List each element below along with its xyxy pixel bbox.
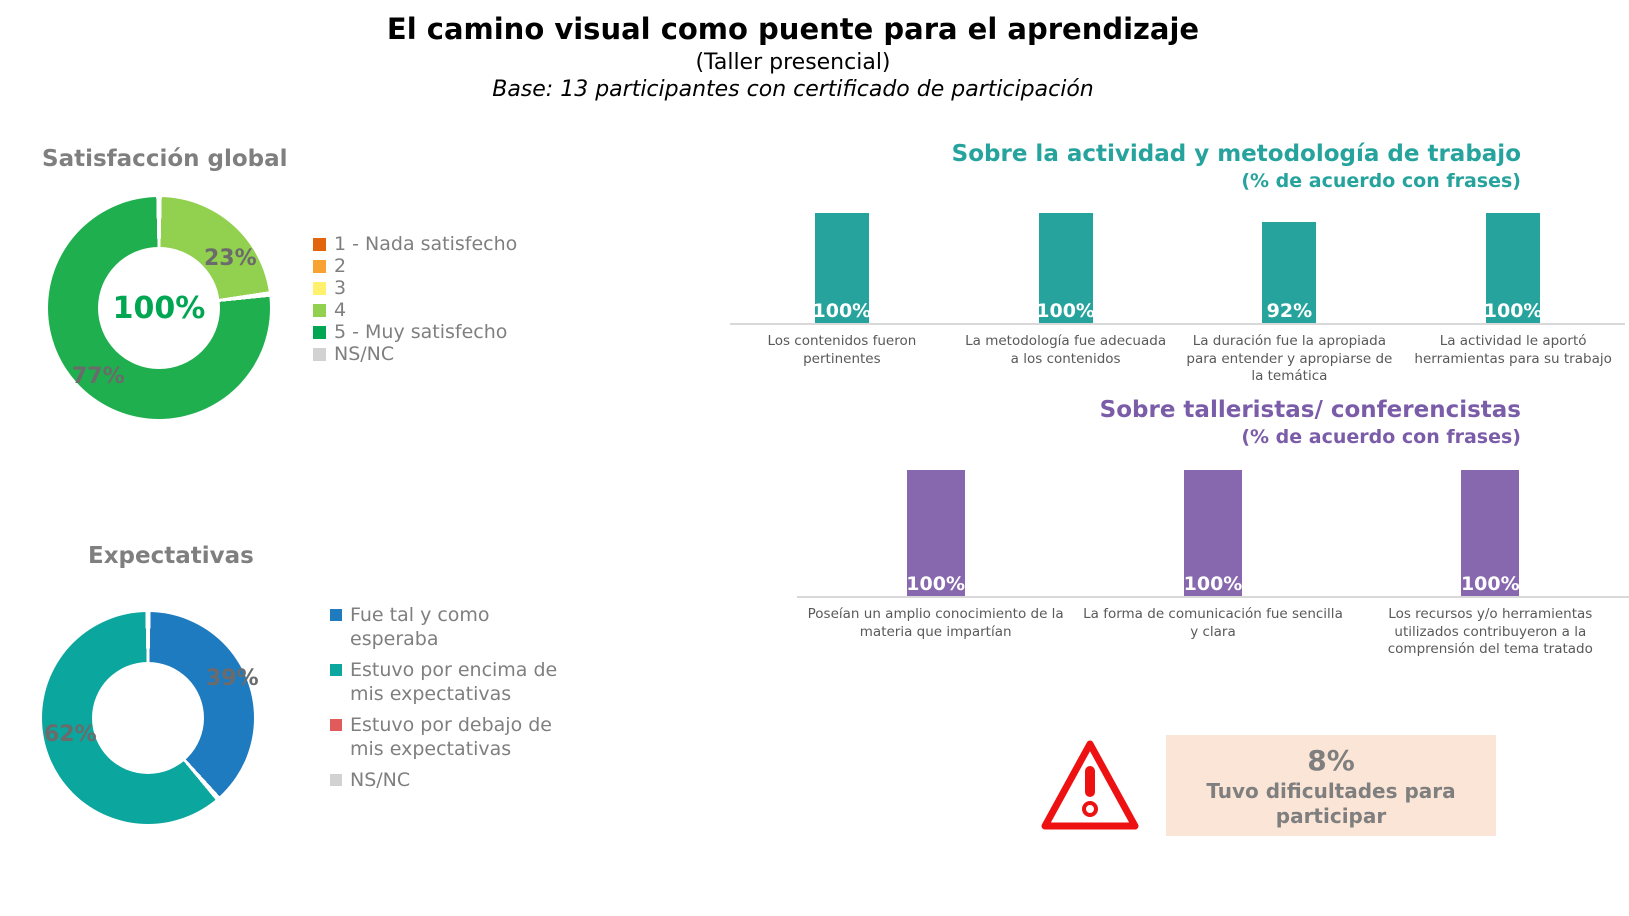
- bar-caption: Los recursos y/o herramientas utilizados…: [1387, 606, 1593, 657]
- slice-label-62: 62%: [44, 722, 97, 747]
- legend-swatch: [330, 609, 342, 621]
- plot-area: 100% 100% 100%: [797, 470, 1629, 598]
- legend-swatch: [313, 326, 326, 339]
- slice-label-77: 77%: [72, 364, 125, 389]
- expectativas-title: Expectativas: [88, 543, 254, 569]
- legend-label: Estuvo por debajo de mis expectativas: [350, 714, 552, 760]
- legend-swatch: [313, 348, 326, 361]
- talleristas-bar-chart: 100% 100% 100% Poseían un amplio conocimie…: [797, 470, 1629, 659]
- bar-slot: 100%: [1352, 470, 1629, 596]
- legend-item: NS/NC: [330, 768, 562, 792]
- legend-swatch: [313, 282, 326, 295]
- bar-slot: 100%: [1074, 470, 1351, 596]
- legend-item: 5 - Muy satisfecho: [313, 322, 517, 343]
- warning-triangle-icon: [1038, 736, 1142, 840]
- satisfaccion-legend: 1 - Nada satisfecho 2 3 4 5 - Muy satisfecho…: [313, 234, 517, 366]
- base-note: Base: 13 participantes con certificado d…: [492, 77, 1094, 102]
- legend-item: Estuvo por encima de mis expectativas: [330, 658, 562, 706]
- talleristas-heading: Sobre talleristas/ conferencistas (% de …: [1100, 397, 1521, 448]
- bar: 100%: [1184, 470, 1242, 596]
- bar-caption: La actividad le aportó herramientas para…: [1414, 333, 1612, 367]
- bar-slot: 100%: [797, 470, 1074, 596]
- bar: 100%: [1036, 213, 1095, 323]
- expectativas-legend: Fue tal y como esperaba Estuvo por encima…: [330, 603, 562, 799]
- legend-item: 4: [313, 300, 517, 321]
- slice-label-39: 39%: [206, 666, 259, 691]
- legend-label: 5 - Muy satisfecho: [334, 321, 508, 343]
- legend-item: Estuvo por debajo de mis expectativas: [330, 713, 562, 761]
- legend-swatch: [313, 304, 326, 317]
- legend-label: NS/NC: [350, 769, 411, 791]
- legend-item: Fue tal y como esperaba: [330, 603, 562, 651]
- legend-swatch: [313, 238, 326, 251]
- legend-label: NS/NC: [334, 343, 395, 365]
- bar-value-label: 100%: [812, 300, 872, 322]
- legend-swatch: [330, 774, 342, 786]
- bar-caption: La metodología fue adecuada a los conten…: [965, 333, 1167, 367]
- bar-slot: 100%: [954, 213, 1178, 323]
- caption-row: Los contenidos fueron pertinentes La meto…: [730, 325, 1625, 386]
- page-subtitle: (Taller presencial): [695, 50, 891, 75]
- bar: 100%: [906, 470, 966, 596]
- actividad-heading-subtitle: (% de acuerdo con frases): [1241, 170, 1521, 192]
- donut-center-label: 100%: [112, 290, 206, 326]
- warning-percentage: 8%: [1307, 744, 1355, 777]
- bar-slot: 100%: [730, 213, 954, 323]
- warning-box: 8% Tuvo dificultades para participar: [1166, 735, 1496, 836]
- expectativas-donut-chart: [42, 612, 254, 824]
- actividad-heading: Sobre la actividad y metodología de trab…: [952, 141, 1521, 192]
- slice-label-23: 23%: [204, 246, 257, 271]
- bar: 100%: [1460, 470, 1520, 596]
- bar-slot: 100%: [1401, 213, 1625, 323]
- header: El camino visual como puente para el apr…: [0, 12, 1586, 102]
- warning-text: Tuvo dificultades para participar: [1206, 779, 1456, 828]
- satisfaccion-donut-chart: 100%: [48, 197, 270, 419]
- bar-value-label: 100%: [906, 573, 966, 595]
- bar-caption: La duración fue la apropiada para entend…: [1186, 333, 1393, 384]
- legend-item: 3: [313, 278, 517, 299]
- legend-swatch: [330, 719, 342, 731]
- legend-label: 1 - Nada satisfecho: [334, 233, 518, 255]
- legend-label: Fue tal y como esperaba: [350, 604, 490, 650]
- bar-slot: 92%: [1178, 221, 1402, 323]
- legend-item: 2: [313, 256, 517, 277]
- page-title: El camino visual como puente para el apr…: [386, 12, 1200, 46]
- plot-area: 100% 100% 92% 100%: [730, 213, 1625, 325]
- bar-value-label: 100%: [1483, 300, 1543, 322]
- legend-item: 1 - Nada satisfecho: [313, 234, 517, 255]
- legend-label: Estuvo por encima de mis expectativas: [350, 659, 558, 705]
- legend-label: 3: [334, 277, 347, 299]
- legend-swatch: [313, 260, 326, 273]
- talleristas-heading-title: Sobre talleristas/ conferencistas: [1099, 397, 1521, 423]
- legend-swatch: [330, 664, 342, 676]
- bar: 100%: [1483, 213, 1543, 323]
- bar-value-label: 92%: [1266, 300, 1313, 322]
- actividad-heading-title: Sobre la actividad y metodología de trab…: [951, 141, 1521, 167]
- actividad-bar-chart: 100% 100% 92% 100% Los contenidos fueron pe…: [730, 213, 1625, 386]
- legend-item: NS/NC: [313, 344, 517, 365]
- donut-hole: [92, 662, 204, 774]
- bar-value-label: 100%: [1036, 300, 1095, 322]
- bar: 92%: [1262, 221, 1317, 323]
- satisfaccion-global-title: Satisfacción global: [42, 146, 288, 172]
- legend-label: 4: [334, 299, 347, 321]
- bar-value-label: 100%: [1460, 573, 1520, 595]
- bar: 100%: [812, 213, 872, 323]
- bar-caption: Poseían un amplio conocimiento de la mat…: [807, 606, 1064, 640]
- talleristas-heading-subtitle: (% de acuerdo con frases): [1241, 426, 1521, 448]
- bar-caption: La forma de comunicación fue sencilla y …: [1083, 606, 1343, 640]
- donut-hole: 100%: [98, 247, 220, 369]
- bar-value-label: 100%: [1183, 573, 1243, 595]
- legend-label: 2: [334, 255, 347, 277]
- bar-caption: Los contenidos fueron pertinentes: [767, 333, 917, 367]
- caption-row: Poseían un amplio conocimiento de la mat…: [797, 598, 1629, 659]
